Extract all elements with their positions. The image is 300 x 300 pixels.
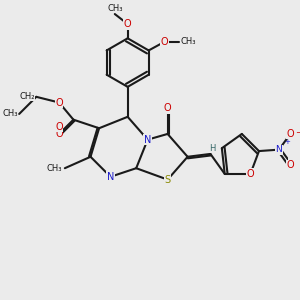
Text: N: N [144,135,151,145]
Text: CH₃: CH₃ [2,110,18,118]
Text: O: O [286,129,294,139]
Text: O: O [164,103,171,113]
Text: O: O [160,37,168,47]
Text: O: O [286,160,294,170]
Text: O: O [55,122,63,132]
Text: CH₃: CH₃ [107,4,123,13]
Text: −: − [295,128,300,137]
Text: N: N [276,145,282,154]
Text: O: O [55,129,63,139]
Text: CH₃: CH₃ [180,38,196,46]
Text: N: N [107,172,114,182]
Text: H: H [209,144,215,153]
Text: CH₃: CH₃ [46,164,62,173]
Text: O: O [124,19,131,29]
Text: O: O [55,98,63,107]
Text: CH₂: CH₂ [20,92,35,101]
Text: +: + [284,139,290,145]
Text: S: S [165,175,171,184]
Text: O: O [247,169,254,179]
